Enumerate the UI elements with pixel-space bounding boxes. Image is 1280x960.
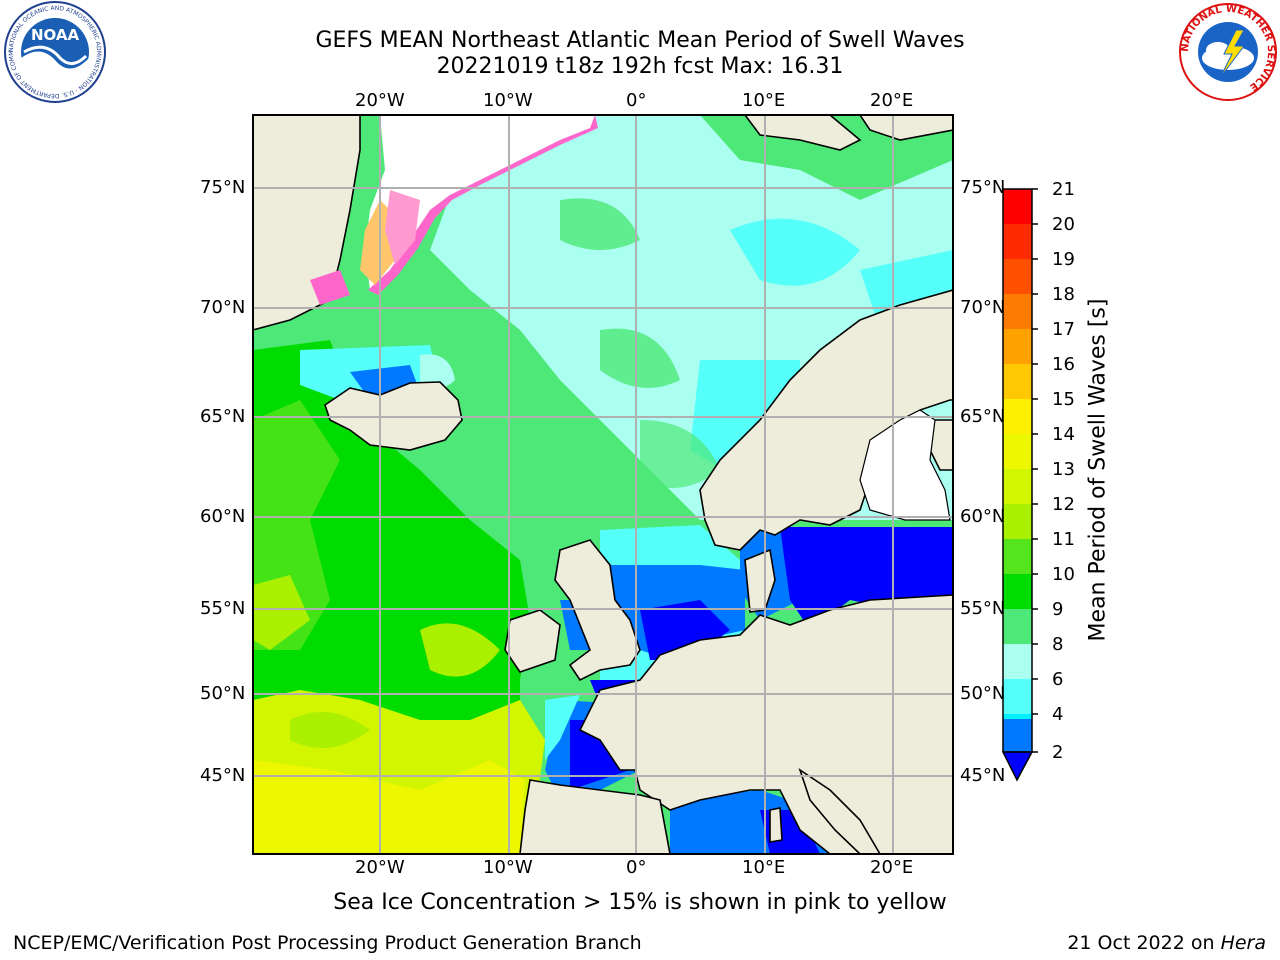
colorbar-segment <box>1003 719 1032 752</box>
colorbar-tick-label: 17 <box>1052 319 1075 340</box>
lat-label-left: 60°N <box>200 506 246 527</box>
lat-label-right: 65°N <box>960 406 1006 427</box>
colorbar-tick-label: 16 <box>1052 354 1075 375</box>
colorbar-segment <box>1003 399 1032 434</box>
colorbar-segment <box>1003 329 1032 364</box>
lat-label-right: 70°N <box>960 297 1006 318</box>
noaa-wordmark: NOAA <box>31 26 80 44</box>
colorbar-segment <box>1003 469 1032 504</box>
lon-label-top: 10°W <box>483 90 533 111</box>
nws-logo: NATIONAL WEATHER SERVICE <box>1179 3 1277 101</box>
colorbar-tick-label: 14 <box>1052 424 1075 445</box>
footer-date-text: 21 Oct 2022 on <box>1067 932 1215 954</box>
colorbar-segment <box>1003 434 1032 469</box>
sea-ice-caption: Sea Ice Concentration > 15% is shown in … <box>333 890 947 915</box>
colorbar-tick-label: 9 <box>1052 599 1064 620</box>
colorbar-segment <box>1003 224 1032 259</box>
colorbar-segment <box>1003 644 1032 679</box>
colorbar-segment <box>1003 259 1032 294</box>
lon-label-bottom: 10°W <box>483 857 533 878</box>
colorbar-segment <box>1003 189 1032 224</box>
lat-label-right: 45°N <box>960 765 1006 786</box>
map-title-line2: 20221019 t18z 192h fcst Max: 16.31 <box>436 54 844 79</box>
colorbar-tick-label: 13 <box>1052 459 1075 480</box>
colorbar-segment <box>1003 364 1032 399</box>
colorbar-tick-label: 18 <box>1052 284 1075 305</box>
colorbar-tick-label: 15 <box>1052 389 1075 410</box>
lon-label-bottom: 10°E <box>742 857 786 878</box>
lat-label-right: 60°N <box>960 506 1006 527</box>
lon-label-bottom: 0° <box>626 857 647 878</box>
footer-credit: NCEP/EMC/Verification Post Processing Pr… <box>13 932 642 954</box>
colorbar-under-arrow <box>1001 751 1034 782</box>
colorbar-tick-label: 2 <box>1052 742 1064 763</box>
colorbar-segment <box>1003 679 1032 714</box>
colorbar-tick-label: 6 <box>1052 669 1064 690</box>
colorbar-tick-label: 11 <box>1052 529 1075 550</box>
colorbar-tick-label: 8 <box>1052 634 1064 655</box>
noaa-logo: NOAA NATIONAL OCEANIC AND ATMOSPHERIC AD… <box>0 0 106 103</box>
lon-label-bottom: 20°W <box>355 857 405 878</box>
lat-label-left: 50°N <box>200 683 246 704</box>
colorbar-tick-label: 12 <box>1052 494 1075 515</box>
colorbar-tick-label: 19 <box>1052 249 1075 270</box>
footer-host: Hera <box>1220 932 1266 954</box>
footer-date: 21 Oct 2022 on Hera <box>1067 932 1266 954</box>
lon-label-bottom: 20°E <box>870 857 914 878</box>
colorbar-label: Mean Period of Swell Waves [s] <box>1085 298 1111 642</box>
lat-label-left: 65°N <box>200 406 246 427</box>
map-title-line1: GEFS MEAN Northeast Atlantic Mean Period… <box>315 28 965 53</box>
colorbar-segment <box>1003 504 1032 539</box>
lat-label-left: 75°N <box>200 177 246 198</box>
colorbar-tick-label: 20 <box>1052 214 1075 235</box>
lon-label-top: 0° <box>626 90 647 111</box>
lat-label-left: 45°N <box>200 765 246 786</box>
colorbar-tick-label: 10 <box>1052 564 1075 585</box>
lon-label-top: 20°W <box>355 90 405 111</box>
lat-label-left: 70°N <box>200 297 246 318</box>
colorbar-segment <box>1003 539 1032 574</box>
map-gridlines <box>253 115 953 854</box>
colorbar-segment <box>1003 574 1032 609</box>
colorbar-tick-label: 4 <box>1052 704 1064 725</box>
lat-label-right: 75°N <box>960 177 1006 198</box>
lat-label-right: 55°N <box>960 598 1006 619</box>
map-frame <box>252 114 954 855</box>
colorbar-tick-label: 21 <box>1052 179 1075 200</box>
lat-label-right: 50°N <box>960 683 1006 704</box>
colorbar-segment <box>1003 609 1032 644</box>
colorbar <box>1001 188 1038 782</box>
lon-label-top: 20°E <box>870 90 914 111</box>
swell-period-field <box>253 115 953 854</box>
colorbar-segment <box>1003 294 1032 329</box>
lat-label-left: 55°N <box>200 598 246 619</box>
lon-label-top: 10°E <box>742 90 786 111</box>
